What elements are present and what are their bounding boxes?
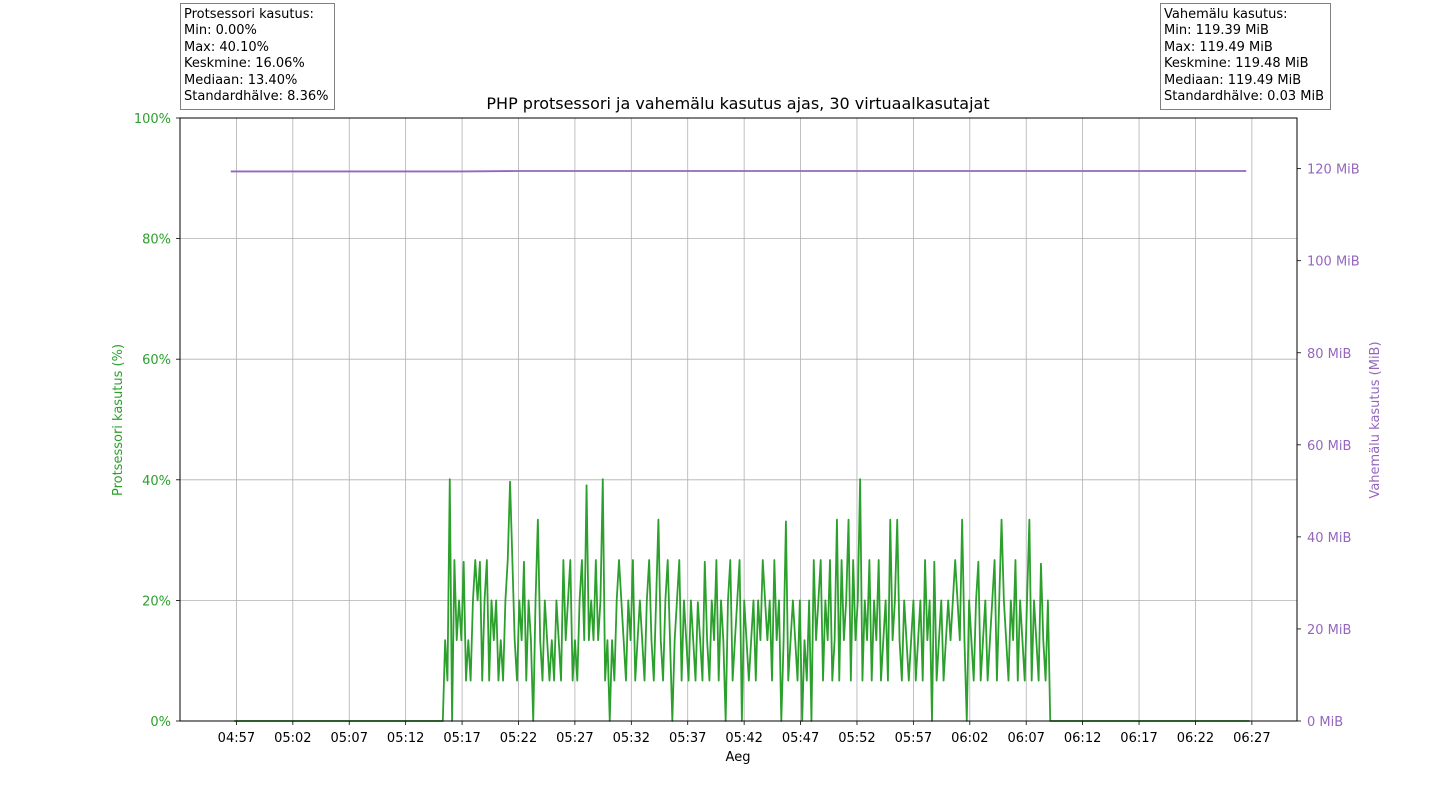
y-left-tick-label: 60%	[142, 353, 171, 368]
chart-title: PHP protsessori ja vahemälu kasutus ajas…	[486, 94, 989, 113]
y-left-tick-label: 100%	[134, 112, 171, 127]
stats-line: Max: 40.10%	[184, 39, 269, 55]
stats-line: Min: 0.00%	[184, 23, 257, 39]
x-axis-label: Aeg	[726, 750, 751, 765]
y-axis-left-label: Protsessori kasutus (%)	[111, 344, 126, 496]
x-tick-label: 05:52	[838, 731, 875, 746]
stats-line: Standardhälve: 0.03 MiB	[1164, 89, 1324, 105]
stats-line: Keskmine: 119.48 MiB	[1164, 56, 1309, 72]
series-layer	[230, 170, 1250, 722]
x-tick-label: 05:47	[782, 731, 819, 746]
y-left-tick-label: 20%	[142, 594, 171, 609]
y-right-tick-label: 100 MiB	[1307, 255, 1360, 270]
x-tick-label: 06:27	[1233, 731, 1270, 746]
stats-line: Vahemälu kasutus:	[1164, 7, 1288, 22]
x-tick-label: 04:57	[218, 731, 255, 746]
stats-line: Protsessori kasutus:	[184, 7, 314, 22]
stats-line: Standardhälve: 8.36%	[184, 89, 329, 105]
y-right-tick-label: 60 MiB	[1307, 439, 1351, 454]
memory-stats-box: Vahemälu kasutus: Min: 119.39 MiB Max: 119…	[1160, 3, 1331, 111]
y-left-tick-label: 80%	[142, 233, 171, 248]
y-right-tick-label: 0 MiB	[1307, 715, 1343, 730]
x-tick-label: 06:12	[1064, 731, 1101, 746]
stats-line: Max: 119.49 MiB	[1164, 39, 1273, 55]
x-tick-label: 05:02	[274, 731, 311, 746]
x-tick-label: 05:32	[613, 731, 650, 746]
y-right-tick-label: 80 MiB	[1307, 347, 1351, 362]
y-right-tick-label: 20 MiB	[1307, 623, 1351, 638]
x-tick-label: 05:57	[895, 731, 932, 746]
x-tick-label: 05:42	[725, 731, 762, 746]
grid	[180, 117, 1297, 722]
x-tick-label: 06:22	[1177, 731, 1214, 746]
x-tick-label: 05:27	[556, 731, 593, 746]
y-left-tick-label: 0%	[150, 715, 171, 730]
y-right-tick-label: 120 MiB	[1307, 163, 1360, 178]
x-tick-label: 05:22	[500, 731, 537, 746]
cpu-stats-box: Protsessori kasutus: Min: 0.00% Max: 40.10…	[180, 3, 336, 111]
stats-line: Min: 119.39 MiB	[1164, 23, 1269, 39]
x-tick-label: 05:07	[331, 731, 368, 746]
y-right-tick-label: 40 MiB	[1307, 531, 1351, 546]
stats-line: Mediaan: 13.40%	[184, 72, 298, 88]
x-tick-label: 06:02	[951, 731, 988, 746]
x-tick-label: 06:07	[1007, 731, 1044, 746]
x-tick-label: 05:17	[443, 731, 480, 746]
stats-line: Keskmine: 16.06%	[184, 56, 305, 72]
x-tick-label: 05:37	[669, 731, 706, 746]
y-left-tick-label: 40%	[142, 474, 171, 489]
plot-frame	[179, 117, 1298, 722]
x-tick-label: 06:17	[1120, 731, 1157, 746]
y-axis-right-label: Vahemälu kasutus (MiB)	[1368, 341, 1383, 498]
stats-line: Mediaan: 119.49 MiB	[1164, 72, 1302, 88]
x-tick-label: 05:12	[387, 731, 424, 746]
axes-layer: 04:57 05:02 05:07 05:12 05:17 05:22 05:27 05:32…	[134, 112, 1360, 746]
